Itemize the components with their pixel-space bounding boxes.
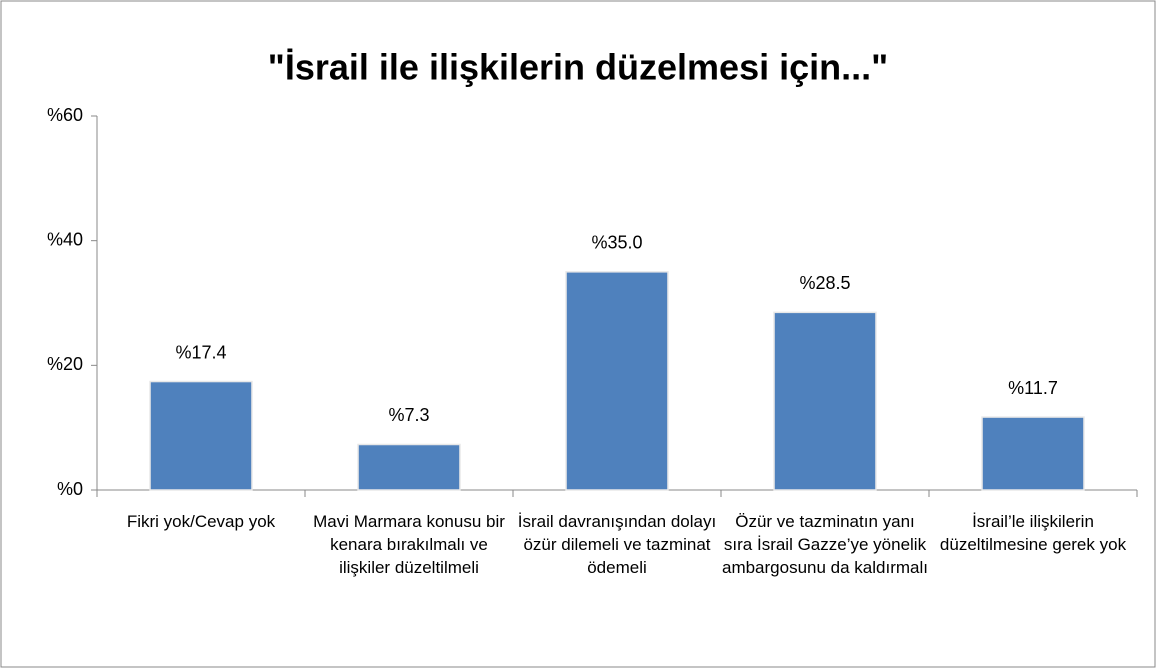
y-tick-label: %60 bbox=[47, 105, 83, 125]
bar bbox=[149, 380, 253, 491]
x-tick-label-box: İsrail’le ilişkilerin düzeltilmesine ger… bbox=[939, 512, 1127, 554]
data-label: %11.7 bbox=[1008, 378, 1058, 398]
x-tick-label: Mavi Marmara konusu bir kenara bırakılma… bbox=[313, 512, 505, 577]
x-tick-label: Fikri yok/Cevap yok bbox=[126, 512, 276, 531]
bar bbox=[357, 443, 461, 491]
x-tick-label: İsrail davranışından dolayı özür dilemel… bbox=[517, 512, 717, 577]
x-tick-label: İsrail’le ilişkilerin düzeltilmesine ger… bbox=[939, 512, 1127, 554]
x-tick-label: Özür ve tazminatın yanı sıra İsrail Gazz… bbox=[721, 512, 928, 577]
bar bbox=[773, 311, 877, 491]
x-tick-label-box: Mavi Marmara konusu bir kenara bırakılma… bbox=[313, 512, 505, 577]
bar bbox=[981, 416, 1085, 491]
y-tick-label: %20 bbox=[47, 354, 83, 374]
data-label: %17.4 bbox=[175, 342, 226, 362]
y-tick-label: %0 bbox=[57, 479, 83, 499]
data-label: %28.5 bbox=[799, 273, 850, 293]
chart-title: "İsrail ile ilişkilerin düzelmesi için..… bbox=[268, 47, 888, 88]
y-tick-label: %40 bbox=[47, 229, 83, 249]
x-tick-label-box: Fikri yok/Cevap yok bbox=[126, 512, 276, 531]
data-label: %35.0 bbox=[591, 233, 642, 253]
bar bbox=[565, 271, 669, 491]
x-tick-label-box: İsrail davranışından dolayı özür dilemel… bbox=[517, 512, 717, 577]
x-tick-label-box: Özür ve tazminatın yanı sıra İsrail Gazz… bbox=[721, 512, 928, 577]
data-label: %7.3 bbox=[388, 405, 429, 425]
